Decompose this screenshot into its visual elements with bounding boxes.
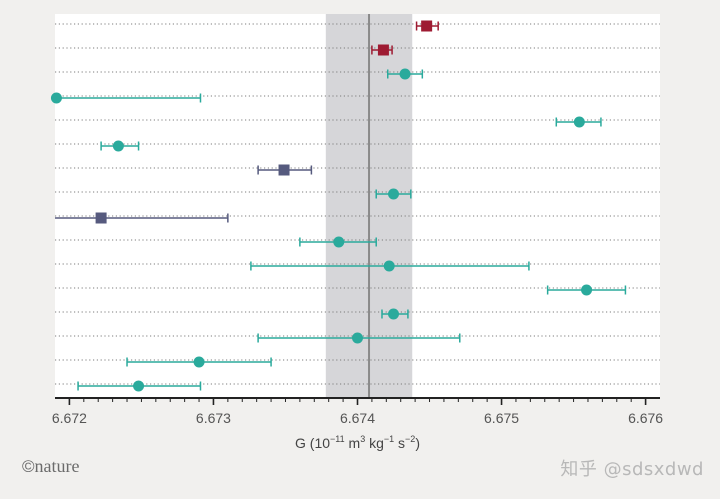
data-point-circle xyxy=(352,332,363,344)
data-point-square xyxy=(95,212,107,224)
data-point-circle xyxy=(50,92,62,104)
data-point-circle xyxy=(388,308,400,320)
x-axis-label: G (10−11 m3 kg−1 s−2) xyxy=(295,434,420,451)
data-point-circle xyxy=(383,260,395,272)
data-point-circle xyxy=(388,188,400,200)
data-point-circle xyxy=(193,356,205,368)
data-point-circle xyxy=(333,236,345,248)
nature-credit: ©nature xyxy=(22,456,80,477)
nature-brand: nature xyxy=(34,456,80,476)
data-point-circle xyxy=(112,140,124,152)
data-point-circle xyxy=(399,68,411,80)
data-point-square xyxy=(278,164,290,176)
data-point-circle xyxy=(573,116,585,128)
x-tick-label: 6.673 xyxy=(196,410,231,426)
x-tick-label: 6.672 xyxy=(52,410,87,426)
x-tick-label: 6.675 xyxy=(484,410,519,426)
data-point-square xyxy=(421,20,433,32)
data-point-square xyxy=(377,44,389,56)
data-point-circle xyxy=(133,380,145,392)
x-tick-label: 6.676 xyxy=(628,410,663,426)
zhihu-watermark: 知乎 @sdsxdwd xyxy=(560,459,704,480)
data-point-circle xyxy=(581,284,593,296)
x-tick-label: 6.674 xyxy=(340,410,375,426)
copyright-symbol: © xyxy=(22,457,35,476)
